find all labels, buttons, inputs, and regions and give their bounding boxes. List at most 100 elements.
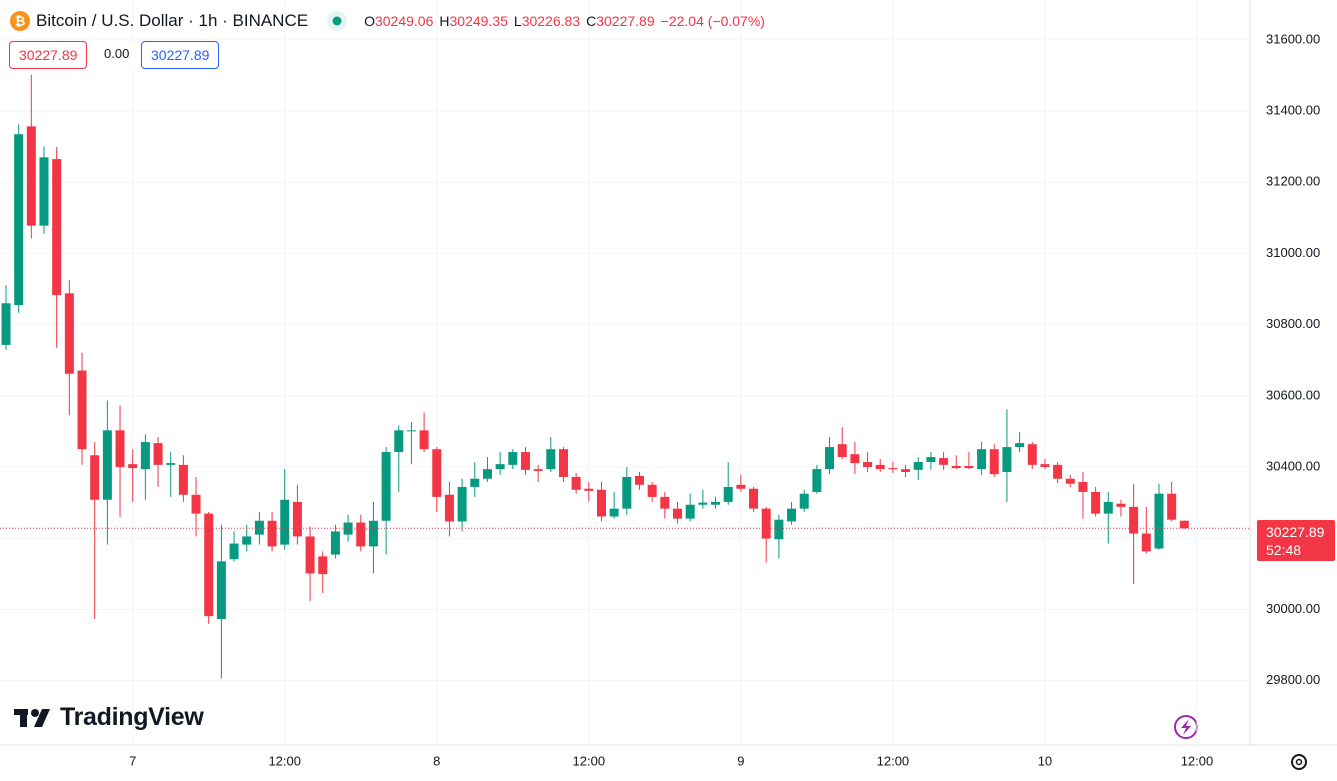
candle-body [1167,493,1177,520]
candle-body [432,449,442,497]
candle-body [533,469,543,471]
candle-body [939,458,949,465]
candle-body [571,476,581,490]
x-tick-label: 7 [129,753,136,768]
candle-body [292,501,302,537]
candle-body [1065,478,1075,484]
candle-body [406,430,416,432]
candle-body [1091,491,1101,514]
y-tick-label: 30400.00 [1266,458,1320,473]
candle-body [787,508,797,522]
symbol-title[interactable]: Bitcoin / U.S. Dollar · 1h · BINANCE [36,11,309,30]
candle-body [609,508,619,517]
settings-icon[interactable] [1291,754,1307,770]
candle-body [280,499,290,545]
candle-body [77,370,87,450]
candle-body [520,452,530,470]
ohlc-label: H [439,13,450,29]
last-price-label: 30227.89 52:48 [1257,520,1335,561]
y-tick-label: 30800.00 [1266,316,1320,331]
candle-body [1,303,11,345]
candle-body [926,457,936,463]
candle-body [685,504,695,519]
candle-body [204,513,214,617]
candle-body [1154,493,1164,549]
candle-body [1040,464,1050,468]
candle-body [1053,464,1063,479]
candle-body [1015,443,1025,448]
sell-price[interactable]: 30227.89 [9,41,88,69]
candle-body [368,520,378,547]
candle-body [1103,501,1113,514]
candle-body [90,455,100,500]
ohlc-value: 30226.83 [521,13,581,29]
candle-body [558,449,568,477]
candle-body [977,449,987,470]
candle-body [673,508,683,519]
btc-icon: ₿ [10,11,30,31]
candle-body [102,430,112,500]
candle-body [444,494,454,522]
candle-body [989,449,999,475]
market-status[interactable] [326,10,348,32]
ohlc-value: 30227.89 [596,13,655,29]
x-tick-label: 12:00 [877,753,910,768]
x-tick-label: 10 [1038,753,1052,768]
candle-body [546,449,556,470]
candle-body [761,508,771,539]
lightning-icon[interactable] [1174,715,1198,739]
candle-body [622,476,632,509]
y-tick-label: 31400.00 [1266,102,1320,117]
candle-body [723,486,733,502]
candle-body [736,484,746,489]
candle-body [596,489,606,517]
candle-body [254,520,264,535]
candle-body [26,126,36,226]
candle-body [1141,533,1151,552]
candle-body [419,430,429,450]
ohlc-value: 30249.35 [449,13,508,29]
y-tick-label: 31000.00 [1266,245,1320,260]
candle-body [964,465,974,469]
candle-body [356,522,366,547]
spread: 0.00 [95,41,139,67]
candle-body [799,493,809,509]
candle-body [951,465,961,469]
candle-body [470,478,480,487]
countdown: 52:48 [1266,542,1302,558]
candle-body [64,293,74,374]
candle-body [888,468,898,470]
x-tick-label: 12:00 [268,753,301,768]
candle-body [52,159,62,296]
candle-body [495,464,505,470]
ohlc-label: L [513,13,522,29]
y-tick-label: 30600.00 [1266,387,1320,402]
candle-body [711,501,721,505]
buy-price[interactable]: 30227.89 [141,41,220,69]
watermark: TradingView [60,703,204,731]
change: −22.04 (−0.07%) [660,13,765,29]
candle-body [394,430,404,453]
grid [0,0,1250,745]
candle-body [901,469,911,472]
x-tick-label: 12:00 [1181,753,1214,768]
x-tick-label: 8 [433,753,440,768]
candle-body [229,543,239,560]
candle-body [1129,506,1139,534]
ohlc-value: 30249.06 [374,13,434,29]
candle-body [647,484,657,497]
candle-body [330,531,340,555]
candle-body [1116,503,1126,507]
candle-body [875,464,885,470]
candle-body [267,520,277,547]
candle-body [837,444,847,458]
candle-body [178,464,188,495]
candle-body [825,447,835,470]
candle-body [508,452,518,465]
candle-body [774,519,784,540]
svg-text:₿: ₿ [15,13,26,28]
candle-body [850,454,860,464]
candle-body [115,430,125,468]
y-tick-label: 30000.00 [1266,601,1320,616]
candle-body [242,536,252,545]
